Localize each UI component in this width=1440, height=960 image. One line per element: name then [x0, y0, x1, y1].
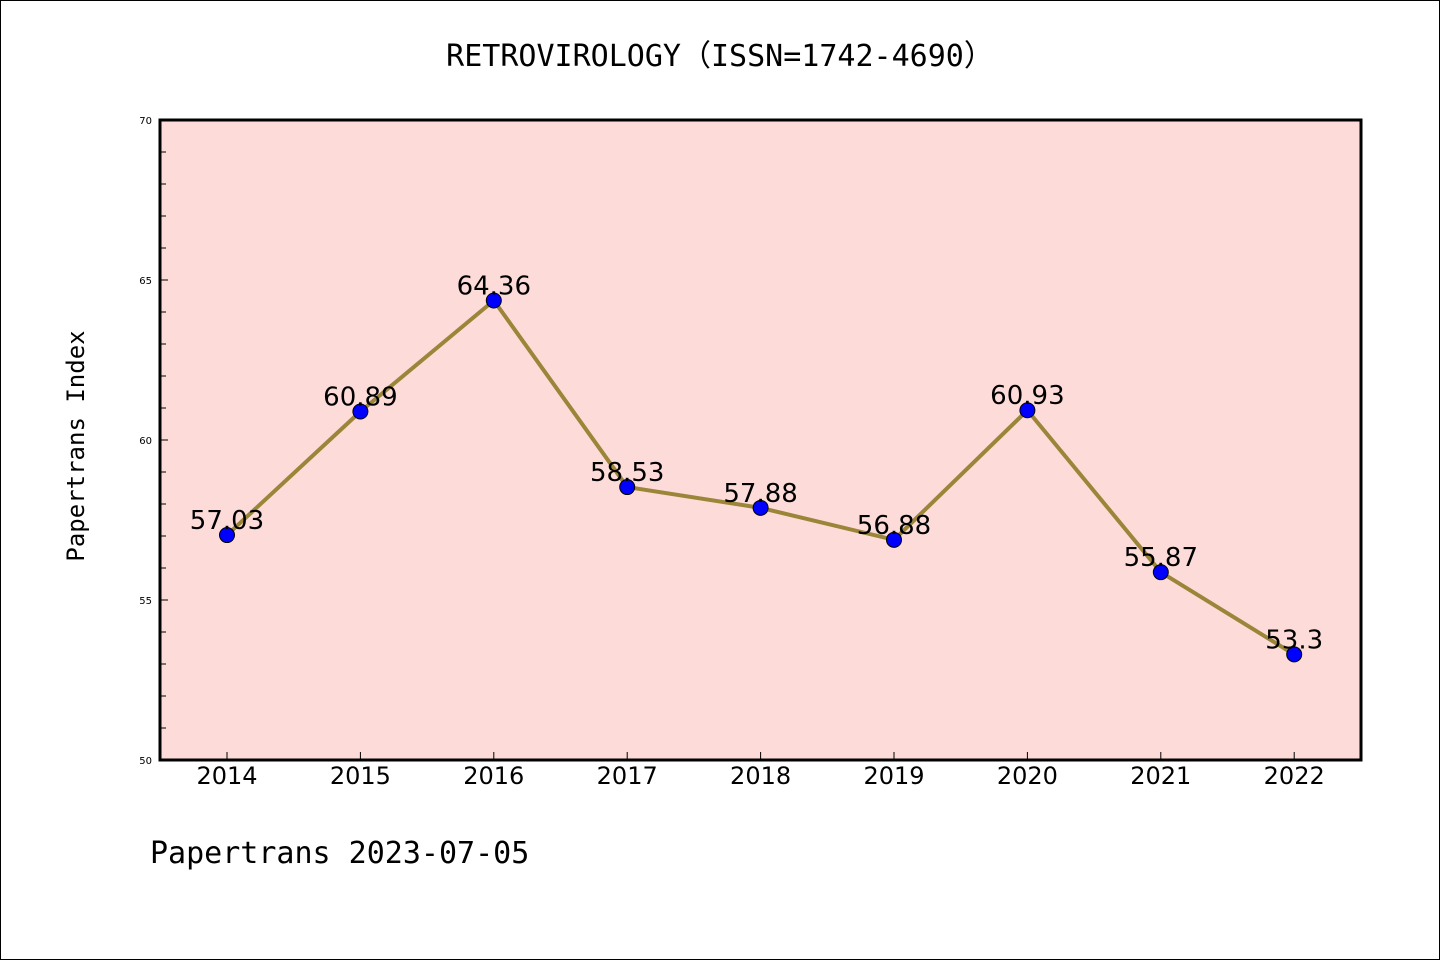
- data-label: 57.03: [190, 506, 264, 536]
- data-label: 56.88: [857, 511, 931, 541]
- data-point: [219, 527, 235, 544]
- data-point: [352, 403, 369, 420]
- x-tick-label: 2016: [463, 762, 524, 790]
- data-point: [752, 499, 769, 516]
- x-tick-label: 2019: [863, 762, 924, 790]
- x-tick-label: 2022: [1264, 762, 1325, 790]
- data-labels: 57.03 60.89 64.36 58.53 57.88 56.88 60.93 55.87…: [190, 271, 1323, 655]
- data-point: [1019, 402, 1036, 419]
- x-tick-label: 2020: [997, 762, 1058, 790]
- data-label: 53.3: [1265, 625, 1323, 655]
- y-tick-label: 70: [139, 116, 152, 127]
- x-tick-label: 2021: [1130, 762, 1191, 790]
- x-tick-label: 2018: [730, 762, 791, 790]
- data-point: [886, 531, 902, 548]
- data-label: 64.36: [457, 271, 531, 301]
- data-label: 60.89: [323, 383, 397, 413]
- data-point: [1286, 646, 1303, 663]
- chart-title: RETROVIROLOGY（ISSN=1742-4690）: [446, 39, 994, 74]
- y-tick-label: 60: [139, 436, 152, 447]
- y-tick-label: 65: [139, 276, 152, 287]
- y-tick-label: 55: [139, 596, 152, 607]
- plot-area: [158, 118, 1363, 762]
- y-tick-label: 50: [139, 756, 152, 767]
- data-label: 58.53: [590, 458, 664, 488]
- data-label: 60.93: [990, 381, 1064, 411]
- data-point: [1152, 564, 1169, 581]
- data-markers: [219, 292, 1303, 663]
- data-point: [619, 479, 636, 496]
- data-point: [485, 292, 502, 309]
- footer-watermark: Papertrans 2023-07-05: [150, 836, 529, 871]
- x-axis: 2014 2015 2016 2017 2018 2019 2020 2021 2022: [196, 752, 1325, 790]
- data-label: 57.88: [723, 479, 797, 509]
- data-label: 55.87: [1124, 543, 1198, 573]
- y-axis-label: Papertrans Index: [62, 330, 90, 561]
- x-tick-label: 2017: [597, 762, 658, 790]
- x-tick-label: 2015: [330, 762, 391, 790]
- y-axis: 50 55 60 65 70: [139, 116, 168, 767]
- x-tick-label: 2014: [196, 762, 257, 790]
